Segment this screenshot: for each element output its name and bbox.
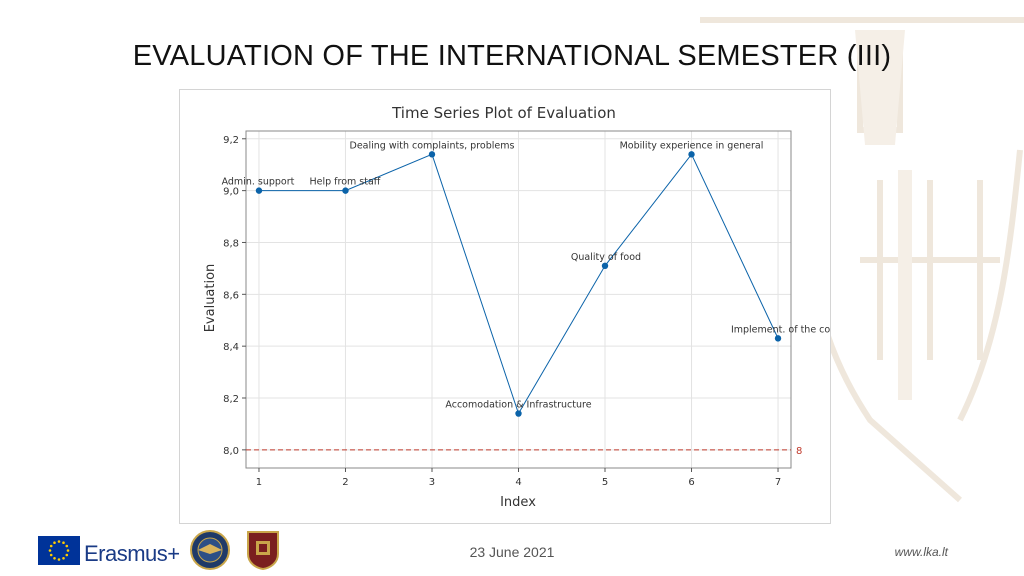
- y-tick-label: 9,0: [223, 187, 239, 198]
- y-tick-label: 8,8: [223, 238, 239, 249]
- data-point: [515, 410, 522, 417]
- data-point: [428, 151, 436, 158]
- data-point: [601, 262, 609, 269]
- footer-date: 23 June 2021: [469, 544, 555, 560]
- air-force-seal-icon: [190, 530, 230, 570]
- data-point: [342, 187, 349, 194]
- x-tick-label: 3: [429, 477, 435, 488]
- data-point-label: Dealing with complaints, problems: [350, 140, 515, 151]
- y-axis-label: Evaluation: [203, 264, 218, 333]
- x-tick-label: 7: [775, 477, 781, 488]
- x-tick-label: 4: [515, 477, 521, 488]
- x-tick-label: 2: [342, 477, 348, 488]
- data-point-label: Help from staff: [309, 177, 380, 188]
- footer-url: www.lka.lt: [894, 545, 948, 559]
- data-point-label: Mobility experience in general: [620, 140, 764, 151]
- x-tick-label: 5: [602, 477, 608, 488]
- erasmus-logo-text: Erasmus+: [84, 541, 180, 566]
- data-point-label: Implement. of the cours: [731, 324, 830, 335]
- x-tick-label: 1: [256, 477, 262, 488]
- y-tick-label: 9,2: [223, 135, 239, 146]
- data-point: [255, 187, 263, 194]
- x-axis-label: Index: [500, 495, 536, 510]
- y-tick-label: 8,4: [223, 342, 239, 353]
- slide-title: EVALUATION OF THE INTERNATIONAL SEMESTER…: [132, 40, 892, 72]
- reference-line-label: 8: [796, 446, 802, 457]
- data-point-label: Admin. support: [222, 177, 295, 188]
- y-tick-label: 8,2: [223, 394, 239, 405]
- data-point: [688, 151, 695, 158]
- time-series-chart: Time Series Plot of Evaluation Evaluatio…: [203, 104, 830, 510]
- x-tick-label: 6: [688, 477, 694, 488]
- chart-title: Time Series Plot of Evaluation: [391, 104, 616, 122]
- chart-panel: Time Series Plot of Evaluation Evaluatio…: [179, 89, 831, 524]
- data-point-label: Quality of food: [571, 252, 641, 263]
- y-tick-label: 8,0: [223, 446, 239, 457]
- y-tick-label: 8,6: [223, 290, 239, 301]
- eu-flag-icon: [38, 536, 80, 565]
- data-point-label: Accomodation & Infrastructure: [445, 400, 591, 411]
- academy-crest-icon: [247, 531, 279, 570]
- data-point: [774, 335, 782, 342]
